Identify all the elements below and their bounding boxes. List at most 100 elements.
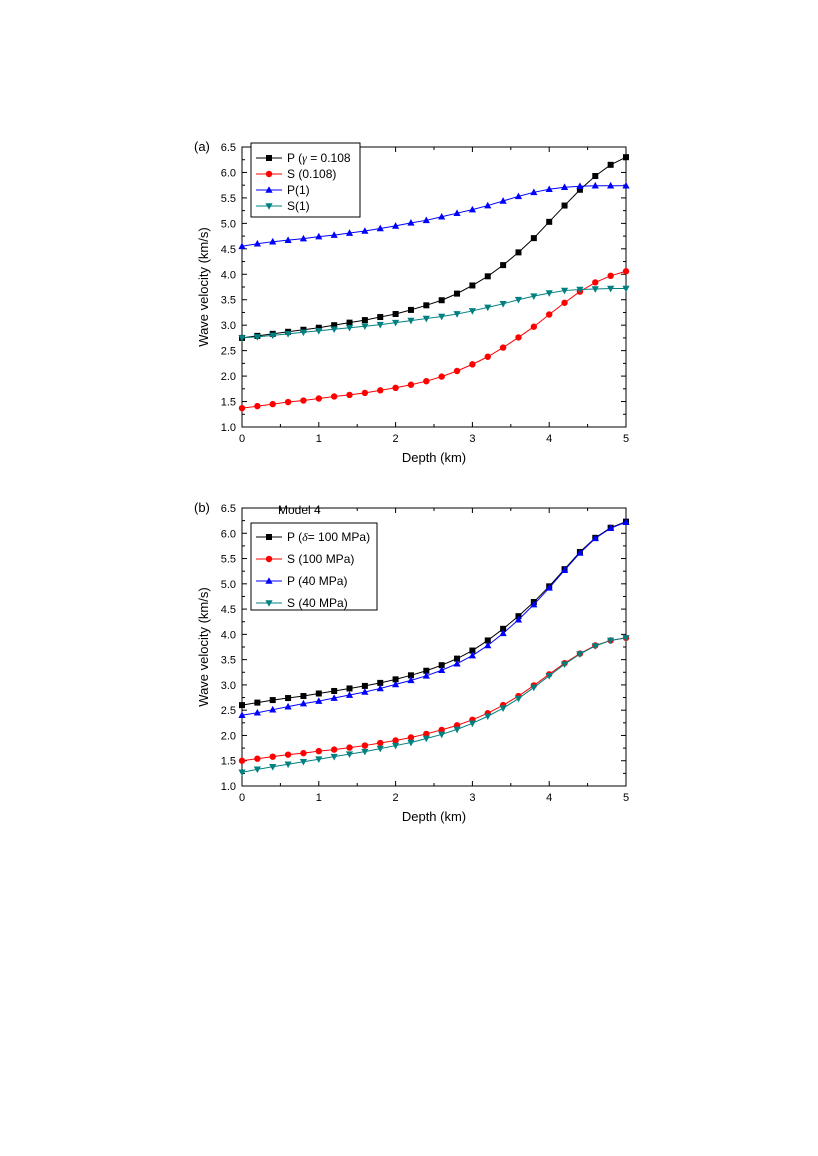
data-point bbox=[284, 331, 292, 338]
data-point bbox=[607, 285, 615, 293]
y-tick-label: 1.0 bbox=[221, 781, 236, 793]
legend-marker bbox=[265, 170, 273, 178]
legend-marker bbox=[266, 534, 272, 540]
data-point bbox=[484, 637, 491, 644]
data-point bbox=[315, 697, 323, 704]
data-point bbox=[622, 268, 630, 275]
data-point bbox=[299, 758, 308, 766]
legend: P (δ= 100 MPa) S (100 MPa) P (40 MPa) S (40… bbox=[250, 522, 378, 611]
data-point bbox=[560, 183, 569, 191]
data-point bbox=[407, 739, 415, 747]
data-point bbox=[284, 398, 292, 406]
data-point bbox=[299, 234, 308, 242]
data-point bbox=[484, 201, 492, 209]
series-line bbox=[241, 637, 627, 773]
legend-marker bbox=[265, 577, 273, 584]
data-point bbox=[623, 154, 629, 161]
data-point bbox=[422, 216, 430, 224]
data-point bbox=[591, 534, 599, 542]
data-point bbox=[438, 373, 445, 380]
data-point bbox=[361, 323, 369, 330]
y-axis-title: Wave velocity (km/s) bbox=[196, 587, 211, 706]
series-line bbox=[241, 288, 626, 339]
series-line bbox=[241, 521, 627, 716]
data-point bbox=[315, 747, 322, 755]
data-point bbox=[423, 730, 430, 738]
data-point bbox=[284, 702, 292, 710]
y-tick-label: 5.5 bbox=[221, 193, 236, 205]
y-tick-label: 1.5 bbox=[221, 397, 236, 409]
data-point bbox=[576, 549, 584, 556]
data-point bbox=[269, 400, 276, 408]
data-point bbox=[454, 290, 461, 297]
chart-title: Model 4 bbox=[278, 503, 321, 517]
data-point bbox=[591, 643, 599, 650]
data-point bbox=[438, 662, 445, 669]
x-tick-label: 4 bbox=[546, 433, 552, 445]
data-point bbox=[331, 322, 338, 329]
y-axis-title: Wave velocity (km/s) bbox=[196, 227, 211, 346]
data-point bbox=[592, 279, 599, 286]
data-point bbox=[392, 319, 400, 327]
data-point bbox=[514, 296, 523, 304]
y-tick-label: 1.5 bbox=[221, 756, 236, 768]
data-point bbox=[331, 687, 338, 694]
data-point bbox=[499, 301, 507, 308]
data-point bbox=[253, 239, 261, 247]
data-point bbox=[330, 694, 338, 701]
data-point bbox=[361, 688, 369, 695]
data-point bbox=[576, 186, 583, 193]
data-point bbox=[238, 335, 246, 342]
data-point bbox=[407, 734, 415, 741]
data-point bbox=[545, 290, 553, 297]
data-point bbox=[407, 381, 415, 388]
data-point bbox=[515, 334, 522, 341]
data-point bbox=[560, 287, 569, 295]
x-tick-label: 0 bbox=[239, 792, 245, 804]
data-point bbox=[484, 641, 492, 649]
data-point bbox=[345, 229, 354, 236]
data-point bbox=[500, 625, 507, 632]
data-point bbox=[330, 393, 338, 400]
data-point bbox=[499, 629, 507, 637]
data-point bbox=[315, 327, 323, 335]
data-point bbox=[560, 661, 569, 668]
x-tick-label: 4 bbox=[546, 792, 552, 804]
chart-panel-b: 0 1 2 3 4 5 1.0 1.5 2.0 2.5 3.0 3.5 4.0 4.5 5.0 5.5 6.0 6… bbox=[194, 500, 630, 824]
data-point bbox=[269, 332, 277, 340]
legend-item: P (δ= 100 MPa) bbox=[256, 530, 370, 544]
data-point bbox=[300, 749, 307, 757]
data-point bbox=[345, 691, 354, 698]
legend-label: S(1) bbox=[287, 199, 310, 213]
data-point bbox=[269, 237, 277, 245]
y-tick-label: 4.5 bbox=[221, 244, 236, 256]
data-point bbox=[392, 222, 400, 229]
data-point bbox=[345, 751, 354, 758]
x-tick-label: 1 bbox=[316, 792, 322, 804]
data-point bbox=[545, 185, 553, 193]
data-point bbox=[376, 684, 384, 692]
chart-panel-a: 0 1 2 3 4 5 1.0 1.5 2.0 2.5 3.0 3.5 4.0 4.5 5.0 5.5 6.0 6… bbox=[194, 139, 630, 465]
series-2 bbox=[238, 268, 630, 412]
data-point bbox=[576, 286, 584, 294]
panel-label: (a) bbox=[194, 139, 210, 154]
y-tick-label: 6.0 bbox=[221, 167, 236, 179]
data-point bbox=[254, 755, 261, 762]
legend-label: P (40 MPa) bbox=[287, 574, 347, 588]
data-point bbox=[423, 377, 430, 385]
data-point bbox=[545, 673, 553, 680]
y-tick-label: 6.5 bbox=[221, 142, 236, 154]
data-point bbox=[376, 321, 384, 329]
series-4 bbox=[238, 635, 630, 777]
data-point bbox=[284, 236, 292, 243]
data-point bbox=[438, 297, 445, 304]
data-point bbox=[499, 197, 507, 204]
data-point bbox=[530, 684, 538, 692]
y-tick-label: 4.0 bbox=[221, 629, 236, 641]
y-tick-label: 1.0 bbox=[221, 422, 236, 434]
legend-item: S (0.108) bbox=[256, 167, 336, 181]
y-tick-label: 2.5 bbox=[221, 705, 236, 717]
data-point bbox=[407, 672, 414, 679]
data-point bbox=[346, 685, 353, 692]
data-point bbox=[607, 524, 615, 532]
